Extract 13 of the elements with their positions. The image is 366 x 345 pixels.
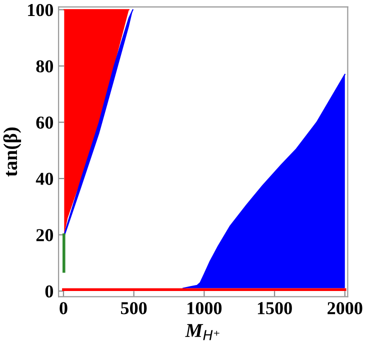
x-tick-label: 2000	[328, 302, 362, 314]
y-tick-label: 20	[36, 229, 54, 242]
y-tick-label: 80	[36, 60, 54, 72]
x-tick-label: 1500	[258, 302, 292, 314]
x-axis-title: M$_{H⁺}$	[185, 324, 220, 340]
x-tick-label: 0	[60, 302, 68, 314]
y-axis-title: tan(β)	[3, 128, 22, 177]
y-tick-label: 100	[28, 4, 54, 16]
y-tick-label: 40	[36, 172, 54, 185]
y-tick-label: 0	[45, 285, 54, 298]
x-tick-label: 1000	[188, 302, 222, 314]
y-tick-label: 60	[36, 116, 54, 129]
x-tick-label: 500	[121, 302, 147, 314]
